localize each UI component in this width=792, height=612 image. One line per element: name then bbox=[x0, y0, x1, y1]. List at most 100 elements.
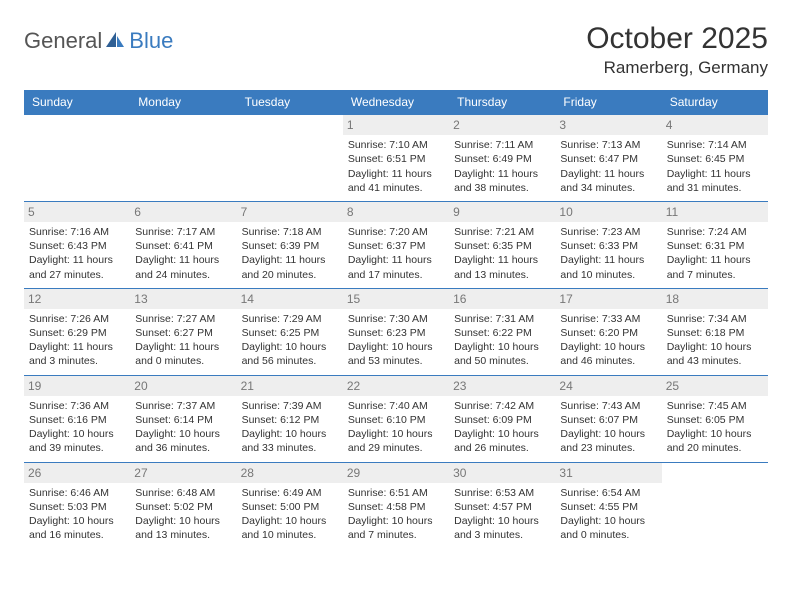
sunset-text: Sunset: 5:03 PM bbox=[29, 500, 125, 514]
sunrise-text: Sunrise: 7:37 AM bbox=[135, 399, 231, 413]
day-number: 22 bbox=[343, 376, 449, 396]
daylight-text: Daylight: 11 hours bbox=[135, 340, 231, 354]
sunset-text: Sunset: 6:35 PM bbox=[454, 239, 550, 253]
daylight-text: Daylight: 10 hours bbox=[242, 340, 338, 354]
calendar-cell: 14Sunrise: 7:29 AMSunset: 6:25 PMDayligh… bbox=[237, 288, 343, 375]
sunrise-text: Sunrise: 7:21 AM bbox=[454, 225, 550, 239]
daylight-text: and 38 minutes. bbox=[454, 181, 550, 195]
calendar-cell: 3Sunrise: 7:13 AMSunset: 6:47 PMDaylight… bbox=[555, 115, 661, 202]
sunset-text: Sunset: 6:29 PM bbox=[29, 326, 125, 340]
sunrise-text: Sunrise: 7:30 AM bbox=[348, 312, 444, 326]
sunset-text: Sunset: 6:49 PM bbox=[454, 152, 550, 166]
calendar-cell: 8Sunrise: 7:20 AMSunset: 6:37 PMDaylight… bbox=[343, 201, 449, 288]
sunset-text: Sunset: 6:16 PM bbox=[29, 413, 125, 427]
day-number: 1 bbox=[343, 115, 449, 135]
calendar-cell: 13Sunrise: 7:27 AMSunset: 6:27 PMDayligh… bbox=[130, 288, 236, 375]
day-number: 20 bbox=[130, 376, 236, 396]
daylight-text: Daylight: 10 hours bbox=[454, 514, 550, 528]
daylight-text: Daylight: 10 hours bbox=[135, 514, 231, 528]
sunrise-text: Sunrise: 7:27 AM bbox=[135, 312, 231, 326]
daylight-text: Daylight: 10 hours bbox=[560, 340, 656, 354]
daylight-text: and 46 minutes. bbox=[560, 354, 656, 368]
calendar-cell: 28Sunrise: 6:49 AMSunset: 5:00 PMDayligh… bbox=[237, 462, 343, 548]
calendar-week: 5Sunrise: 7:16 AMSunset: 6:43 PMDaylight… bbox=[24, 201, 768, 288]
daylight-text: and 34 minutes. bbox=[560, 181, 656, 195]
daylight-text: and 13 minutes. bbox=[454, 268, 550, 282]
calendar-cell: 12Sunrise: 7:26 AMSunset: 6:29 PMDayligh… bbox=[24, 288, 130, 375]
month-title: October 2025 bbox=[586, 22, 768, 56]
day-number: 28 bbox=[237, 463, 343, 483]
sunrise-text: Sunrise: 7:31 AM bbox=[454, 312, 550, 326]
daylight-text: and 56 minutes. bbox=[242, 354, 338, 368]
calendar-cell: 24Sunrise: 7:43 AMSunset: 6:07 PMDayligh… bbox=[555, 375, 661, 462]
weekday-header: Monday bbox=[130, 90, 236, 115]
daylight-text: Daylight: 10 hours bbox=[348, 514, 444, 528]
day-number: 12 bbox=[24, 289, 130, 309]
daylight-text: Daylight: 10 hours bbox=[135, 427, 231, 441]
sunrise-text: Sunrise: 7:13 AM bbox=[560, 138, 656, 152]
daylight-text: Daylight: 11 hours bbox=[29, 340, 125, 354]
day-number: 17 bbox=[555, 289, 661, 309]
day-number: 25 bbox=[662, 376, 768, 396]
sunrise-text: Sunrise: 6:53 AM bbox=[454, 486, 550, 500]
daylight-text: and 20 minutes. bbox=[667, 441, 763, 455]
daylight-text: Daylight: 10 hours bbox=[242, 427, 338, 441]
sunrise-text: Sunrise: 7:40 AM bbox=[348, 399, 444, 413]
calendar-week: 1Sunrise: 7:10 AMSunset: 6:51 PMDaylight… bbox=[24, 115, 768, 202]
sunset-text: Sunset: 4:57 PM bbox=[454, 500, 550, 514]
sunrise-text: Sunrise: 7:45 AM bbox=[667, 399, 763, 413]
sunrise-text: Sunrise: 6:54 AM bbox=[560, 486, 656, 500]
daylight-text: Daylight: 11 hours bbox=[667, 253, 763, 267]
daylight-text: Daylight: 11 hours bbox=[242, 253, 338, 267]
weekday-header: Friday bbox=[555, 90, 661, 115]
calendar-cell: 6Sunrise: 7:17 AMSunset: 6:41 PMDaylight… bbox=[130, 201, 236, 288]
calendar-cell: 20 Sunrise: 7:37 AMSunset: 6:14 PMDayligh… bbox=[130, 375, 236, 462]
sunset-text: Sunset: 6:22 PM bbox=[454, 326, 550, 340]
sunset-text: Sunset: 4:55 PM bbox=[560, 500, 656, 514]
calendar-cell: 15Sunrise: 7:30 AMSunset: 6:23 PMDayligh… bbox=[343, 288, 449, 375]
sunrise-text: Sunrise: 6:49 AM bbox=[242, 486, 338, 500]
daylight-text: Daylight: 11 hours bbox=[348, 167, 444, 181]
daylight-text: and 3 minutes. bbox=[454, 528, 550, 542]
sunrise-text: Sunrise: 6:46 AM bbox=[29, 486, 125, 500]
weekday-header-row: SundayMondayTuesdayWednesdayThursdayFrid… bbox=[24, 90, 768, 115]
daylight-text: and 10 minutes. bbox=[560, 268, 656, 282]
daylight-text: Daylight: 10 hours bbox=[348, 427, 444, 441]
weekday-header: Saturday bbox=[662, 90, 768, 115]
calendar-cell: 9Sunrise: 7:21 AMSunset: 6:35 PMDaylight… bbox=[449, 201, 555, 288]
calendar-cell bbox=[24, 115, 130, 202]
calendar-cell: 2Sunrise: 7:11 AMSunset: 6:49 PMDaylight… bbox=[449, 115, 555, 202]
header: General Blue October 2025 Ramerberg, Ger… bbox=[24, 22, 768, 78]
sunrise-text: Sunrise: 7:42 AM bbox=[454, 399, 550, 413]
calendar-cell: 25Sunrise: 7:45 AMSunset: 6:05 PMDayligh… bbox=[662, 375, 768, 462]
daylight-text: Daylight: 10 hours bbox=[29, 514, 125, 528]
sunset-text: Sunset: 4:58 PM bbox=[348, 500, 444, 514]
sunset-text: Sunset: 6:31 PM bbox=[667, 239, 763, 253]
calendar-cell: 26Sunrise: 6:46 AMSunset: 5:03 PMDayligh… bbox=[24, 462, 130, 548]
day-number: 31 bbox=[555, 463, 661, 483]
calendar-cell bbox=[662, 462, 768, 548]
sunrise-text: Sunrise: 7:11 AM bbox=[454, 138, 550, 152]
calendar-cell: 5Sunrise: 7:16 AMSunset: 6:43 PMDaylight… bbox=[24, 201, 130, 288]
sunrise-text: Sunrise: 7:29 AM bbox=[242, 312, 338, 326]
location: Ramerberg, Germany bbox=[586, 58, 768, 78]
day-number: 19 bbox=[24, 376, 130, 396]
day-number: 3 bbox=[555, 115, 661, 135]
daylight-text: and 41 minutes. bbox=[348, 181, 444, 195]
sunset-text: Sunset: 6:10 PM bbox=[348, 413, 444, 427]
sunset-text: Sunset: 5:00 PM bbox=[242, 500, 338, 514]
weekday-header: Sunday bbox=[24, 90, 130, 115]
day-number: 10 bbox=[555, 202, 661, 222]
calendar-cell: 17Sunrise: 7:33 AMSunset: 6:20 PMDayligh… bbox=[555, 288, 661, 375]
sunset-text: Sunset: 6:14 PM bbox=[135, 413, 231, 427]
daylight-text: and 43 minutes. bbox=[667, 354, 763, 368]
sunset-text: Sunset: 5:02 PM bbox=[135, 500, 231, 514]
sunset-text: Sunset: 6:51 PM bbox=[348, 152, 444, 166]
calendar-cell: 30Sunrise: 6:53 AMSunset: 4:57 PMDayligh… bbox=[449, 462, 555, 548]
calendar-table: SundayMondayTuesdayWednesdayThursdayFrid… bbox=[24, 90, 768, 548]
sunrise-text: Sunrise: 7:43 AM bbox=[560, 399, 656, 413]
daylight-text: and 10 minutes. bbox=[242, 528, 338, 542]
calendar-cell: 16Sunrise: 7:31 AMSunset: 6:22 PMDayligh… bbox=[449, 288, 555, 375]
daylight-text: Daylight: 11 hours bbox=[560, 253, 656, 267]
daylight-text: Daylight: 10 hours bbox=[454, 427, 550, 441]
